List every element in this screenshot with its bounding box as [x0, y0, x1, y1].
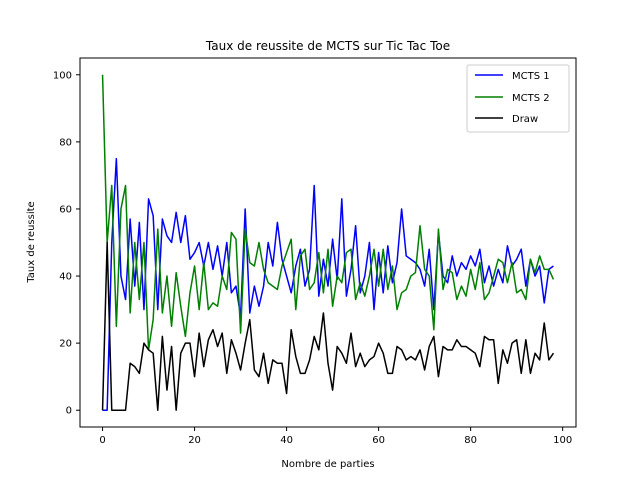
legend-label-mcts2: MCTS 2: [512, 93, 550, 104]
x-axis-label: Nombre de parties: [281, 459, 374, 470]
x-tick-label: 20: [188, 435, 201, 446]
y-tick-label: 0: [66, 406, 72, 417]
plot-area-frame: [79, 57, 577, 428]
y-tick-label: 80: [59, 137, 72, 148]
y-axis-ticks: 0 20 40 60 80 100: [53, 70, 80, 417]
y-tick-label: 20: [59, 339, 72, 350]
x-tick-label: 80: [464, 435, 477, 446]
y-tick-label: 100: [53, 70, 72, 81]
y-tick-label: 40: [59, 272, 72, 283]
series-line-mcts-2: [101, 74, 555, 351]
series-line-mcts-1: [102, 157, 554, 411]
x-tick-label: 100: [553, 435, 572, 446]
legend-label-draw: Draw: [512, 114, 538, 125]
legend-box: [466, 64, 570, 133]
series-line-draw: [101, 241, 555, 411]
y-tick-label: 60: [59, 204, 72, 215]
legend-label-mcts1: MCTS 1: [512, 71, 550, 82]
x-axis-ticks: 0 20 40 60 80 100: [99, 427, 572, 446]
chart-title: Taux de reussite de MCTS sur Tic Tac Toe: [205, 39, 450, 53]
legend: MCTS 1 MCTS 2 Draw: [466, 64, 570, 133]
plot-lines: [101, 74, 555, 411]
x-tick-label: 60: [372, 435, 385, 446]
x-tick-label: 40: [280, 435, 293, 446]
x-tick-label: 0: [99, 435, 105, 446]
y-axis-label: Taux de reussite: [26, 201, 37, 283]
